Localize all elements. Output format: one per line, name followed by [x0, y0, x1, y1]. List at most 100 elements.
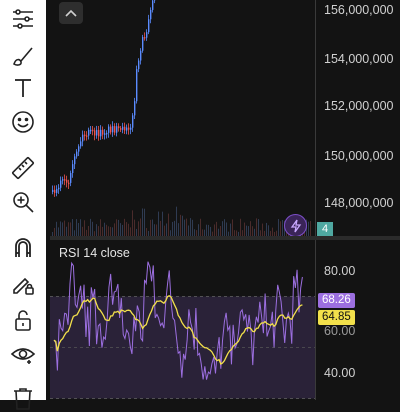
brush-tool-button[interactable]: [9, 42, 37, 70]
volume-bar: [126, 222, 127, 236]
candle-body: [54, 190, 55, 193]
volume-bar: [172, 222, 173, 236]
candle-body: [148, 19, 149, 32]
volume-bar: [250, 221, 251, 236]
delete-drawings-button[interactable]: [9, 384, 37, 412]
rsi-ma-badge: 64.85: [318, 310, 355, 325]
candle-body: [152, 0, 153, 10]
text-tool-button[interactable]: [9, 74, 37, 102]
emoji-tool-button[interactable]: [9, 108, 37, 136]
candle-body: [72, 164, 73, 173]
volume-bar: [146, 228, 147, 236]
volume-bar: [118, 220, 119, 236]
volume-bar: [186, 219, 187, 236]
volume-bar: [116, 219, 117, 236]
volume-bar: [140, 218, 141, 236]
quick-action-button[interactable]: [284, 214, 307, 237]
lock-icon: [10, 307, 36, 333]
price-label: 154,000,000: [324, 52, 394, 66]
candle-body: [142, 37, 143, 51]
volume-bar: [130, 227, 131, 236]
price-label: 148,000,000: [324, 196, 394, 210]
volume-bar: [100, 219, 101, 236]
volume-bar: [180, 215, 181, 236]
rsi-plot: [50, 240, 315, 400]
volume-bar: [58, 227, 59, 236]
candle-body: [120, 128, 121, 130]
ruler-tool-button[interactable]: [9, 154, 37, 182]
volume-bar: [66, 227, 67, 236]
count-badge: 4: [317, 222, 333, 236]
collapse-button[interactable]: [59, 2, 83, 24]
candle-body: [112, 126, 113, 132]
candle-body: [102, 130, 103, 135]
volume-bar: [88, 226, 89, 236]
price-scale[interactable]: 156,000,000 154,000,000 152,000,000 150,…: [315, 0, 400, 236]
volume-bar: [256, 218, 257, 236]
visibility-button[interactable]: [9, 340, 37, 368]
chevron-up-icon: [65, 9, 77, 17]
volume-bar: [178, 223, 179, 236]
volume-bar: [138, 221, 139, 236]
candle-body: [144, 37, 145, 39]
tune-tool-button[interactable]: [9, 5, 37, 33]
volume-bar: [156, 224, 157, 236]
volume-bar: [246, 226, 247, 236]
volume-bar: [64, 221, 65, 236]
volume-bar: [282, 220, 283, 236]
zoom-in-icon: [10, 189, 36, 215]
volume-bar: [210, 227, 211, 236]
candle-body: [132, 115, 133, 127]
volume-bar: [164, 226, 165, 236]
volume-bar: [106, 225, 107, 236]
volume-bar: [176, 207, 177, 236]
volume-bar: [60, 221, 61, 236]
volume-bar: [232, 219, 233, 236]
tune-icon: [10, 6, 36, 32]
rsi-pane[interactable]: [50, 240, 315, 400]
volume-bar: [244, 223, 245, 236]
volume-bar: [226, 222, 227, 236]
magnet-tool-button[interactable]: [9, 234, 37, 262]
candle-body: [62, 179, 63, 181]
candle-body: [86, 135, 87, 137]
volume-bar: [198, 224, 199, 236]
candle-body: [134, 101, 135, 115]
ruler-icon: [10, 155, 36, 181]
candle-body: [124, 127, 125, 131]
candle-body: [150, 10, 151, 19]
candle-body: [108, 127, 109, 133]
volume-bar: [230, 224, 231, 236]
volume-bar: [54, 228, 55, 236]
volume-bar: [82, 227, 83, 236]
volume-bar: [310, 221, 311, 236]
price-chart[interactable]: [50, 0, 315, 236]
rsi-scale[interactable]: 80.00 60.00 40.00 68.26 64.85: [315, 240, 400, 400]
lock-drawings-button[interactable]: [9, 270, 37, 298]
candle-body: [110, 127, 111, 133]
volume-bar: [62, 222, 63, 236]
volume-bar: [102, 227, 103, 236]
volume-bar: [254, 229, 255, 236]
volume-bar: [84, 220, 85, 236]
rsi-value-badge: 68.26: [318, 293, 355, 308]
volume-bar: [158, 212, 159, 236]
volume-bar: [122, 225, 123, 236]
volume-bar: [168, 214, 169, 236]
candle-body: [126, 128, 127, 131]
unlock-button[interactable]: [9, 306, 37, 334]
volume-bar: [128, 224, 129, 236]
volume-bar: [124, 219, 125, 236]
volume-bar: [240, 219, 241, 236]
zoom-in-tool-button[interactable]: [9, 188, 37, 216]
price-label: 156,000,000: [324, 3, 394, 17]
rsi-legend-title[interactable]: RSI 14 close: [59, 246, 130, 260]
volume-bar: [108, 226, 109, 236]
volume-bar: [266, 223, 267, 236]
volume-bar: [120, 223, 121, 236]
volume-bar: [248, 226, 249, 236]
volume-bar: [166, 223, 167, 236]
candle-body: [70, 173, 71, 183]
volume-bar: [70, 222, 71, 236]
candle-body: [104, 133, 105, 135]
